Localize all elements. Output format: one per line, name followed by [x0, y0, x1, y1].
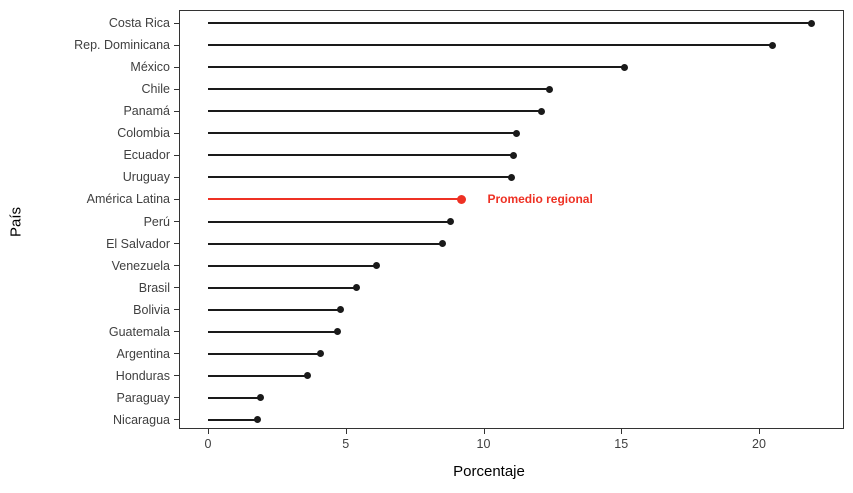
lollipop-stem [208, 22, 812, 25]
y-axis-tick [174, 88, 179, 90]
lollipop-stem [208, 264, 377, 267]
y-axis-tick [174, 198, 179, 200]
x-axis-tick-label: 20 [752, 437, 766, 451]
lollipop-stem [208, 352, 321, 355]
category-label: Perú [143, 214, 170, 229]
lollipop-dot [336, 306, 344, 314]
x-axis-tick-label: 10 [476, 437, 491, 451]
x-axis-tick-label: 5 [342, 437, 350, 451]
lollipop-dot [333, 328, 341, 336]
category-label: Bolivia [133, 302, 170, 317]
category-label: México [130, 60, 170, 75]
y-axis-tick [174, 397, 179, 399]
lollipop-dot [256, 394, 264, 402]
lollipop-dot [537, 107, 545, 115]
lollipop-stem [208, 88, 550, 91]
lollipop-dot [510, 151, 518, 159]
highlight-annotation: Promedio regional [487, 192, 593, 207]
y-axis-tick [174, 176, 179, 178]
x-axis-tick-label: 0 [204, 437, 212, 451]
category-label: Nicaragua [113, 412, 170, 427]
lollipop-stem [208, 220, 451, 223]
lollipop-stem [208, 242, 443, 245]
lollipop-stem [208, 198, 462, 201]
lollipop-stem [208, 44, 773, 47]
lollipop-stem [208, 396, 261, 399]
y-axis-tick [174, 66, 179, 68]
y-axis-tick [174, 243, 179, 245]
y-axis-tick [174, 265, 179, 267]
category-label: Argentina [116, 346, 170, 361]
category-label: América Latina [86, 192, 170, 207]
y-axis-tick [174, 110, 179, 112]
category-label: Costa Rica [108, 16, 170, 31]
x-axis-tick [345, 429, 347, 434]
category-label: Rep. Dominicana [74, 38, 170, 53]
y-axis-tick [174, 132, 179, 134]
lollipop-stem [208, 66, 624, 69]
lollipop-dot [546, 85, 554, 93]
y-axis-tick [174, 419, 179, 421]
lollipop-dot [303, 372, 311, 380]
lollipop-dot [353, 284, 361, 292]
category-label: Panamá [123, 104, 170, 119]
x-axis-tick [483, 429, 485, 434]
category-label: Venezuela [111, 258, 170, 273]
y-axis-tick [174, 154, 179, 156]
lollipop-dot [769, 41, 777, 49]
category-label: El Salvador [106, 236, 170, 251]
category-label: Paraguay [116, 390, 170, 405]
y-axis-tick [174, 44, 179, 46]
lollipop-dot [513, 129, 521, 137]
lollipop-dot [438, 240, 446, 248]
category-label: Brasil [138, 280, 170, 295]
y-axis-tick [174, 309, 179, 311]
category-label: Honduras [115, 368, 170, 383]
x-axis-tick [208, 429, 209, 434]
x-axis-title: Porcentaje [453, 463, 525, 480]
y-axis-tick [174, 287, 179, 289]
category-label: Ecuador [123, 148, 170, 163]
y-axis-tick [174, 221, 179, 222]
lollipop-stem [208, 176, 512, 179]
lollipop-dot [446, 218, 454, 225]
lollipop-dot [620, 63, 628, 71]
lollipop-dot [507, 173, 515, 181]
lollipop-stem [208, 110, 542, 113]
y-axis-tick [174, 353, 179, 355]
category-label: Chile [141, 82, 171, 97]
lollipop-stem [208, 308, 341, 311]
category-label: Uruguay [122, 170, 170, 185]
lollipop-stem [208, 286, 357, 289]
category-label: Colombia [117, 126, 170, 141]
lollipop-stem [208, 154, 514, 157]
lollipop-stem [208, 330, 338, 333]
plot-panel [179, 10, 844, 429]
lollipop-dot [372, 262, 380, 270]
x-axis-tick [621, 429, 623, 434]
lollipop-stem [208, 132, 517, 135]
y-axis-tick [174, 375, 179, 377]
lollipop-dot [456, 194, 466, 204]
lollipop-dot [317, 350, 325, 358]
y-axis-tick [174, 331, 179, 333]
x-axis-tick-label: 15 [614, 437, 629, 451]
category-label: Guatemala [108, 324, 170, 339]
y-axis-tick [174, 22, 179, 24]
lollipop-dot [807, 19, 815, 27]
x-axis-tick [759, 429, 760, 434]
lollipop-stem [208, 374, 308, 377]
lollipop-dot [254, 416, 262, 424]
lollipop-stem [208, 418, 258, 421]
